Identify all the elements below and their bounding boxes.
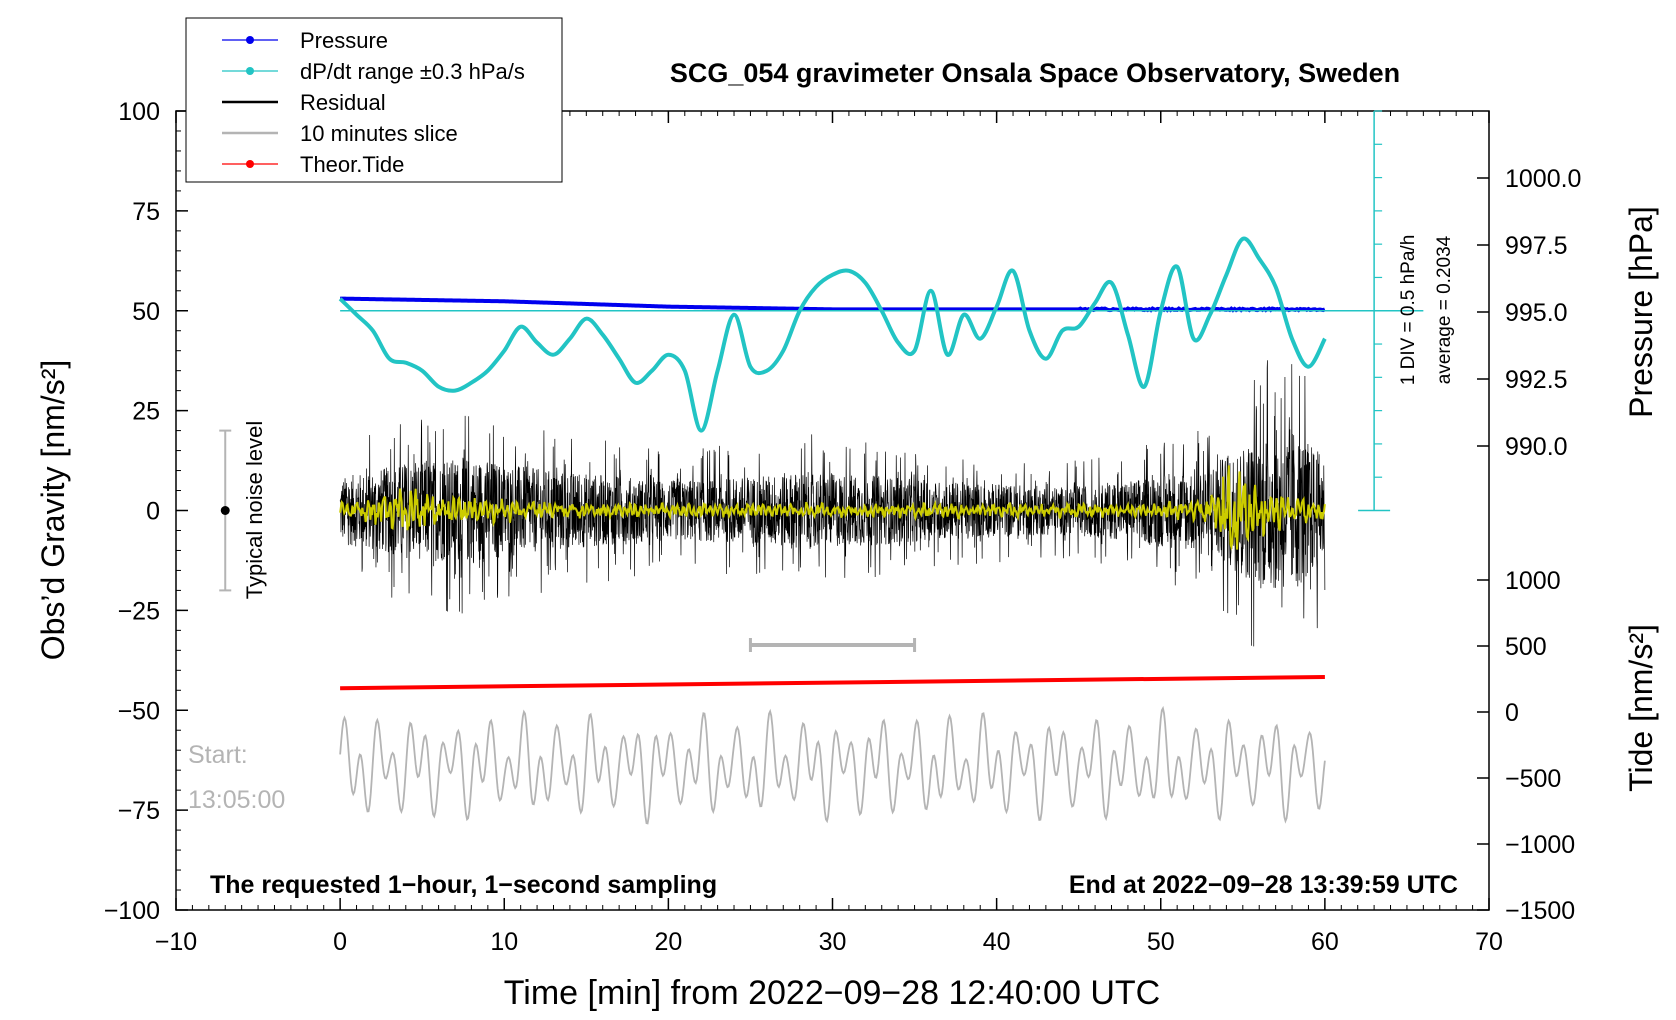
axis-ticks: −10 0 10 20 30 40 50 60 701007550250−25−50−75−10… <box>104 98 1582 956</box>
y-tick-label: 25 <box>132 398 160 426</box>
pressure-tick-label: 997.5 <box>1505 232 1568 260</box>
legend-swatch-marker <box>246 67 254 75</box>
sampling-note: The requested 1−hour, 1−second sampling <box>210 871 717 899</box>
legend-label: 10 minutes slice <box>300 121 458 146</box>
tide-layer <box>340 675 1325 691</box>
slice-range-bar <box>748 638 917 652</box>
y-tick-label: 75 <box>132 198 160 226</box>
legend-box <box>185 17 563 183</box>
y-axis-label-pressure: Pressure [hPa] <box>1623 206 1659 418</box>
noise-level-marker <box>219 429 232 592</box>
tide-tick-label: −500 <box>1505 765 1561 793</box>
y-tick-label: −50 <box>118 697 160 725</box>
chart-title: SCG_054 gravimeter Onsala Space Observat… <box>670 58 1400 88</box>
scale-div-label: 1 DIV = 0.5 hPa/h <box>1398 235 1419 386</box>
pressure-tick-label: 995.0 <box>1505 299 1568 327</box>
legend-label: Residual <box>300 90 386 115</box>
legend-swatch-marker <box>246 36 254 44</box>
dpdt-layer <box>338 236 1327 433</box>
tide-line <box>340 675 1325 691</box>
residual-line <box>339 360 1326 647</box>
start-time: 13:05:00 <box>188 786 285 814</box>
y-tick-label: 100 <box>118 98 160 126</box>
y-tick-label: −75 <box>118 797 160 825</box>
x-tick-label: 30 <box>819 928 847 956</box>
x-tick-label: 50 <box>1147 928 1175 956</box>
tide-tick-label: −1000 <box>1505 831 1575 859</box>
start-label: Start: <box>188 741 248 769</box>
x-tick-label: 10 <box>490 928 518 956</box>
pressure-layer <box>340 296 1326 313</box>
dpdt-scale-bar <box>340 110 1424 512</box>
x-tick-label: 40 <box>983 928 1011 956</box>
y-tick-label: −25 <box>118 597 160 625</box>
legend-label: dP/dt range ±0.3 hPa/s <box>300 59 525 84</box>
x-tick-label: 0 <box>333 928 347 956</box>
scale-average-label: average = 0.2034 <box>1434 235 1455 384</box>
end-time-note: End at 2022−09−28 13:39:59 UTC <box>1069 871 1458 899</box>
y-axis-label-left: Obs’d Gravity [nm/s²] <box>35 360 71 661</box>
noise-center-dot <box>220 506 230 515</box>
noise-level-label: Typical noise level <box>242 421 267 600</box>
tide-tick-label: 0 <box>1505 699 1519 727</box>
y-tick-label: −100 <box>104 897 160 925</box>
pressure-tick-label: 1000.0 <box>1505 165 1581 193</box>
y-tick-label: 50 <box>132 298 160 326</box>
x-axis-label: Time [min] from 2022−09−28 12:40:00 UTC <box>504 974 1160 1012</box>
pressure-line <box>340 296 1326 313</box>
tide-tick-label: 1000 <box>1505 567 1561 595</box>
pressure-tick-label: 992.5 <box>1505 366 1568 394</box>
legend: Pressure dP/dt range ±0.3 hPa/s Residual 10… <box>185 17 563 183</box>
dpdt-line <box>338 236 1327 433</box>
tide-tick-label: 500 <box>1505 633 1547 661</box>
x-tick-label: −10 <box>155 928 197 956</box>
residual-layer <box>339 360 1326 647</box>
x-tick-label: 20 <box>654 928 682 956</box>
x-tick-label: 70 <box>1475 928 1503 956</box>
x-tick-label: 60 <box>1311 928 1339 956</box>
legend-label: Pressure <box>300 28 388 53</box>
smoothed-residual-line <box>339 465 1326 551</box>
smoothed-residual-layer <box>339 465 1326 551</box>
legend-swatch-marker <box>246 160 254 168</box>
legend-label: Theor.Tide <box>300 152 404 177</box>
y-axis-label-tide: Tide [nm/s²] <box>1623 624 1659 792</box>
y-tick-label: 0 <box>146 498 160 526</box>
tide-tick-label: −1500 <box>1505 897 1575 925</box>
slice-layer <box>339 705 1326 825</box>
slice-line <box>339 705 1326 825</box>
pressure-tick-label: 990.0 <box>1505 433 1568 461</box>
